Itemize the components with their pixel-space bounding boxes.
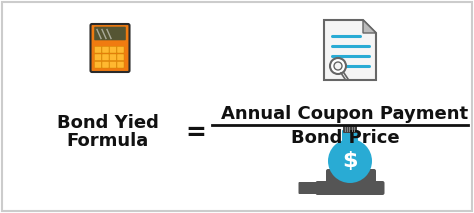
Text: Bond Yied: Bond Yied bbox=[57, 114, 159, 132]
FancyBboxPatch shape bbox=[109, 46, 117, 53]
Text: =: = bbox=[185, 121, 207, 145]
Text: $: $ bbox=[342, 151, 358, 171]
FancyBboxPatch shape bbox=[362, 169, 376, 187]
Circle shape bbox=[328, 139, 372, 183]
FancyBboxPatch shape bbox=[94, 54, 101, 60]
Text: Bond Price: Bond Price bbox=[291, 129, 399, 147]
FancyBboxPatch shape bbox=[117, 62, 124, 68]
FancyBboxPatch shape bbox=[342, 130, 358, 142]
FancyBboxPatch shape bbox=[117, 46, 124, 53]
FancyBboxPatch shape bbox=[109, 62, 117, 68]
FancyBboxPatch shape bbox=[102, 62, 109, 68]
FancyBboxPatch shape bbox=[102, 54, 109, 60]
Text: Formula: Formula bbox=[67, 132, 149, 150]
FancyBboxPatch shape bbox=[94, 27, 126, 40]
FancyBboxPatch shape bbox=[350, 169, 364, 187]
FancyBboxPatch shape bbox=[91, 24, 129, 72]
Polygon shape bbox=[324, 20, 376, 80]
FancyBboxPatch shape bbox=[299, 182, 322, 194]
FancyBboxPatch shape bbox=[102, 46, 109, 53]
FancyBboxPatch shape bbox=[338, 169, 352, 187]
Polygon shape bbox=[363, 20, 376, 33]
FancyBboxPatch shape bbox=[326, 169, 340, 187]
Circle shape bbox=[334, 62, 342, 70]
Text: Annual Coupon Payment: Annual Coupon Payment bbox=[221, 105, 469, 123]
Circle shape bbox=[330, 58, 346, 74]
FancyBboxPatch shape bbox=[117, 54, 124, 60]
FancyBboxPatch shape bbox=[316, 181, 384, 195]
FancyBboxPatch shape bbox=[343, 125, 357, 133]
FancyBboxPatch shape bbox=[94, 46, 101, 53]
FancyBboxPatch shape bbox=[109, 54, 117, 60]
FancyBboxPatch shape bbox=[94, 62, 101, 68]
